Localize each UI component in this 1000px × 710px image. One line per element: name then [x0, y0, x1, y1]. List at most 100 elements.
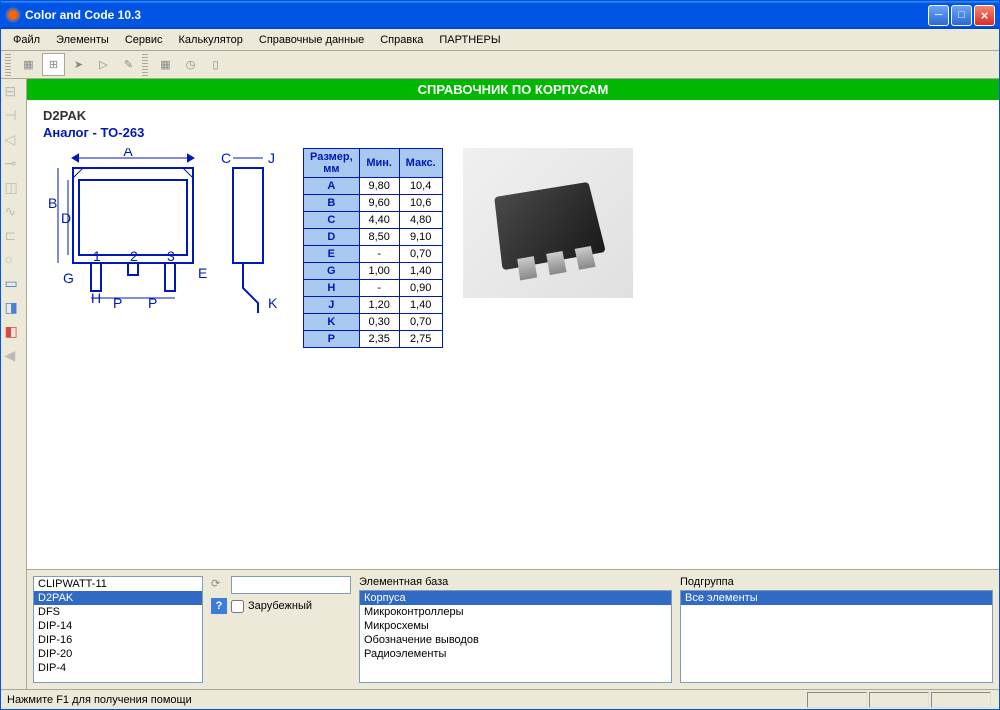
window-title: Color and Code 10.3 — [25, 8, 928, 22]
svg-text:E: E — [198, 265, 207, 281]
list-item[interactable]: Микроконтроллеры — [360, 605, 671, 619]
titlebar[interactable]: Color and Code 10.3 ─ □ × — [1, 1, 999, 29]
section-header: СПРАВОЧНИК ПО КОРПУСАМ — [27, 79, 999, 100]
status-cell-3 — [931, 692, 991, 708]
close-button[interactable]: × — [974, 5, 995, 26]
side-ref-icon[interactable]: ◨ — [5, 299, 23, 317]
side-conn-icon[interactable]: ⊏ — [5, 227, 23, 245]
minimize-button[interactable]: ─ — [928, 5, 949, 26]
menu-file[interactable]: Файл — [5, 32, 48, 48]
menubar: Файл Элементы Сервис Калькулятор Справоч… — [1, 29, 999, 51]
search-input[interactable] — [231, 576, 351, 594]
status-cell-1 — [807, 692, 867, 708]
refresh-icon[interactable]: ⟳ — [211, 577, 227, 593]
table-row: P2,352,75 — [304, 331, 443, 348]
menu-elements[interactable]: Элементы — [48, 32, 117, 48]
table-row: G1,001,40 — [304, 263, 443, 280]
side-switch-icon[interactable]: ○ — [5, 251, 23, 269]
dimension-table: Размер, мм Мин. Макс. A9,8010,4B9,6010,6… — [303, 148, 443, 348]
menu-partners[interactable]: ПАРТНЕРЫ — [431, 32, 508, 48]
list-item[interactable]: D2PAK — [34, 591, 202, 605]
list-item[interactable]: Корпуса — [360, 591, 671, 605]
side-ic-icon[interactable]: ◫ — [5, 179, 23, 197]
list-item[interactable]: DIP-4 — [34, 661, 202, 675]
tool-calc-icon[interactable]: ▦ — [154, 53, 177, 76]
list-item[interactable]: Радиоэлементы — [360, 647, 671, 661]
side-collapse-icon[interactable]: ◀ — [5, 347, 23, 365]
bottom-panel: CLIPWATT-11D2PAKDFSDIP-14DIP-16DIP-20DIP… — [27, 569, 999, 689]
svg-text:K: K — [268, 295, 278, 311]
toolbar: ▦ ⊞ ➤ ▷ ✎ ▦ ◷ ▯ — [1, 51, 999, 79]
foreign-label: Зарубежный — [248, 600, 312, 612]
tool-clock-icon[interactable]: ◷ — [179, 53, 202, 76]
left-sidebar: ⊟ ⊣ ◁ ⊸ ◫ ∿ ⊏ ○ ▭ ◨ ◧ ◀ — [1, 79, 27, 689]
list-item[interactable]: CLIPWATT-11 — [34, 577, 202, 591]
table-row: C4,404,80 — [304, 212, 443, 229]
side-book-icon[interactable]: ▭ — [5, 275, 23, 293]
component-photo — [463, 148, 633, 298]
menu-service[interactable]: Сервис — [117, 32, 171, 48]
table-row: A9,8010,4 — [304, 178, 443, 195]
table-row: H-0,90 — [304, 280, 443, 297]
side-trans-icon[interactable]: ⊸ — [5, 155, 23, 173]
svg-text:J: J — [268, 150, 275, 166]
subgroup-listbox[interactable]: Все элементы — [680, 590, 993, 683]
maximize-button[interactable]: □ — [951, 5, 972, 26]
window-controls: ─ □ × — [928, 5, 995, 26]
svg-text:A: A — [123, 148, 133, 159]
svg-text:P: P — [113, 295, 122, 311]
part-name: D2PAK — [43, 108, 983, 123]
analog-label: Аналог - TO-263 — [43, 125, 983, 140]
status-cell-2 — [869, 692, 929, 708]
svg-text:D: D — [61, 210, 71, 226]
diagram-row: A B D 1 2 3 G H P P — [43, 148, 983, 348]
list-item[interactable]: DIP-14 — [34, 619, 202, 633]
subgroup-column: Подгруппа Все элементы — [680, 576, 993, 683]
app-window: Color and Code 10.3 ─ □ × Файл Элементы … — [0, 0, 1000, 710]
foreign-checkbox[interactable] — [231, 600, 244, 613]
svg-text:G: G — [63, 270, 74, 286]
list-item[interactable]: DFS — [34, 605, 202, 619]
menu-reference[interactable]: Справочные данные — [251, 32, 372, 48]
table-row: B9,6010,6 — [304, 195, 443, 212]
col-max: Макс. — [399, 149, 442, 178]
search-column: ⟳ ? Зарубежный — [211, 576, 351, 683]
list-item[interactable]: Все элементы — [681, 591, 992, 605]
toolbar-grip — [5, 54, 11, 76]
col-min: Мин. — [359, 149, 399, 178]
statusbar: Нажмите F1 для получения помощи — [1, 689, 999, 709]
tool-book-icon[interactable]: ▯ — [204, 53, 227, 76]
status-text: Нажмите F1 для получения помощи — [7, 694, 192, 706]
tool-table-icon[interactable]: ▦ — [17, 53, 40, 76]
svg-text:B: B — [48, 195, 57, 211]
menu-calculator[interactable]: Калькулятор — [171, 32, 251, 48]
svg-text:2: 2 — [130, 248, 138, 264]
toolbar-grip-2 — [142, 54, 148, 76]
tool-board-icon[interactable]: ⊞ — [42, 53, 65, 76]
list-item[interactable]: DIP-16 — [34, 633, 202, 647]
side-note-icon[interactable]: ◧ — [5, 323, 23, 341]
table-row: K0,300,70 — [304, 314, 443, 331]
help-icon[interactable]: ? — [211, 598, 227, 614]
table-row: J1,201,40 — [304, 297, 443, 314]
menu-help[interactable]: Справка — [372, 32, 431, 48]
list-item[interactable]: DIP-20 — [34, 647, 202, 661]
side-coil-icon[interactable]: ∿ — [5, 203, 23, 221]
list-item[interactable]: Обозначение выводов — [360, 633, 671, 647]
content-pane: СПРАВОЧНИК ПО КОРПУСАМ D2PAK Аналог - TO… — [27, 79, 999, 689]
package-diagram: A B D 1 2 3 G H P P — [43, 148, 283, 328]
package-listbox[interactable]: CLIPWATT-11D2PAKDFSDIP-14DIP-16DIP-20DIP… — [33, 576, 203, 683]
content-body: D2PAK Аналог - TO-263 — [27, 100, 999, 569]
tool-arrow-icon[interactable]: ➤ — [67, 53, 90, 76]
side-diode-icon[interactable]: ◁ — [5, 131, 23, 149]
subgroup-label: Подгруппа — [680, 576, 993, 588]
tool-forward-icon[interactable]: ▷ — [92, 53, 115, 76]
list-item[interactable]: Микросхемы — [360, 619, 671, 633]
table-header-row: Размер, мм Мин. Макс. — [304, 149, 443, 178]
svg-text:C: C — [221, 150, 231, 166]
element-base-listbox[interactable]: КорпусаМикроконтроллерыМикросхемыОбознач… — [359, 590, 672, 683]
tool-edit-icon[interactable]: ✎ — [117, 53, 140, 76]
side-resistor-icon[interactable]: ⊟ — [5, 83, 23, 101]
app-icon — [5, 7, 21, 23]
side-cap-icon[interactable]: ⊣ — [5, 107, 23, 125]
